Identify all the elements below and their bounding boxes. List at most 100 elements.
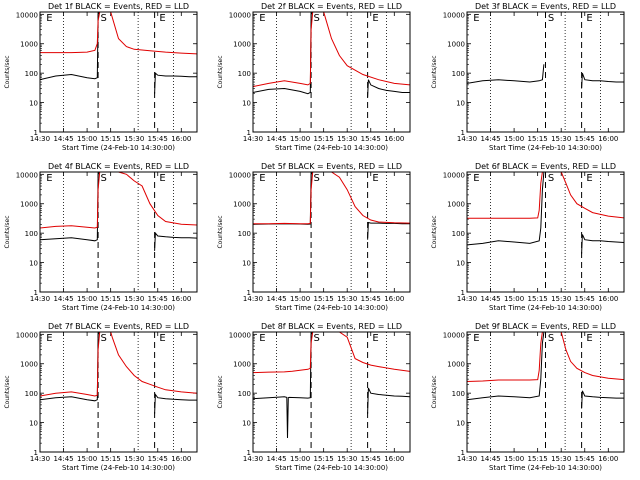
events-series-line [467,172,624,254]
y-tick-label: 1 [34,289,38,297]
lld-series-line [253,172,410,225]
interval-marker-e: E [372,333,378,344]
interval-marker-e: E [586,13,592,24]
plot-frame [252,171,411,293]
chart-title: Det 9f BLACK = Events, RED = LLD [475,322,616,331]
y-tick-label: 10 [456,260,465,268]
y-tick-label: 1 [247,289,251,297]
chart-panel-1: Det 1f BLACK = Events, RED = LLD 1 10 100 10… [4,2,198,152]
lld-series-line [40,332,197,397]
y-tick-label: 10 [29,420,38,428]
y-tick-label: 10000 [443,331,465,339]
x-tick-label: 15:15 [528,295,548,303]
y-tick-label: 10000 [229,331,251,339]
x-tick-label: 16:00 [598,455,618,463]
x-tick-label: 15:45 [575,135,595,143]
x-tick-label: 15:30 [551,295,571,303]
y-axis-label: Counts/sec [431,375,438,408]
x-tick-label: 15:15 [314,295,334,303]
x-axis-label: Start Time (24-Feb-10 14:30:00) [62,144,175,152]
x-tick-label: 15:45 [148,455,168,463]
interval-marker-s: S [313,333,319,344]
y-tick-label: 1000 [447,41,465,49]
interval-marker-s: S [548,13,554,24]
interval-marker-e: E [473,173,479,184]
y-tick-label: 100 [238,70,251,78]
y-axis-label: Counts/sec [217,375,224,408]
events-series-line [467,64,624,89]
y-axis-label: Counts/sec [4,55,11,88]
x-tick-label: 14:30 [30,455,50,463]
x-tick-label: 15:15 [528,135,548,143]
x-tick-label: 15:00 [504,295,524,303]
y-axis-label: Counts/sec [4,215,11,248]
x-tick-label: 16:00 [171,135,191,143]
interval-marker-e: E [473,13,479,24]
y-tick-label: 100 [238,390,251,398]
x-axis-label: Start Time (24-Feb-10 14:30:00) [275,464,388,472]
chart-title: Det 3f BLACK = Events, RED = LLD [475,2,616,11]
y-tick-label: 10000 [16,171,38,179]
y-tick-label: 10 [456,420,465,428]
x-tick-label: 15:15 [101,295,121,303]
x-tick-label: 15:00 [290,295,310,303]
x-tick-label: 14:45 [266,295,286,303]
x-tick-label: 14:30 [243,455,263,463]
y-tick-label: 1000 [20,201,38,209]
x-tick-label: 15:45 [361,295,381,303]
events-series-line [40,12,197,94]
y-tick-label: 10 [29,100,38,108]
chart-title: Det 6f BLACK = Events, RED = LLD [475,162,616,171]
chart-title: Det 5f BLACK = Events, RED = LLD [261,162,402,171]
interval-marker-e: E [259,333,265,344]
events-series-line [467,332,624,409]
interval-marker-e: E [372,173,378,184]
plot-frame [39,11,198,133]
x-tick-label: 16:00 [384,295,404,303]
y-tick-label: 1000 [447,361,465,369]
interval-marker-e: E [372,13,378,24]
x-axis-label: Start Time (24-Feb-10 14:30:00) [62,304,175,312]
y-tick-label: 10 [242,100,251,108]
plot-frame [252,331,411,453]
y-tick-label: 1 [461,129,465,137]
chart-title: Det 1f BLACK = Events, RED = LLD [48,2,189,11]
interval-marker-e: E [586,333,592,344]
y-tick-label: 100 [25,70,38,78]
x-tick-label: 14:45 [480,295,500,303]
x-tick-label: 14:30 [30,135,50,143]
y-tick-label: 1 [247,449,251,457]
plot-frame [466,331,625,453]
y-tick-label: 10000 [443,11,465,19]
lld-series-line [253,332,410,374]
chart-panel-9: Det 9f BLACK = Events, RED = LLD 1 10 100 10… [431,322,625,472]
x-tick-label: 14:45 [266,135,286,143]
x-tick-label: 14:30 [30,295,50,303]
interval-marker-s: S [100,13,106,24]
x-axis-label: Start Time (24-Feb-10 14:30:00) [275,144,388,152]
interval-marker-e: E [46,13,52,24]
interval-marker-s: S [100,173,106,184]
y-axis-label: Counts/sec [431,215,438,248]
y-tick-label: 100 [452,230,465,238]
x-axis-label: Start Time (24-Feb-10 14:30:00) [489,144,602,152]
x-tick-label: 14:30 [243,295,263,303]
interval-marker-e: E [159,333,165,344]
events-series-line [253,12,410,98]
x-tick-label: 16:00 [171,295,191,303]
chart-title: Det 2f BLACK = Events, RED = LLD [261,2,402,11]
x-tick-label: 16:00 [598,295,618,303]
x-tick-label: 15:30 [551,455,571,463]
x-tick-label: 15:45 [361,135,381,143]
y-tick-label: 1 [247,129,251,137]
interval-marker-e: E [259,13,265,24]
y-axis-label: Counts/sec [4,375,11,408]
x-tick-label: 14:45 [53,295,73,303]
chart-panel-4: Det 4f BLACK = Events, RED = LLD 1 10 100 10… [4,162,198,312]
x-tick-label: 15:30 [551,135,571,143]
x-tick-label: 16:00 [384,135,404,143]
x-tick-label: 15:00 [290,455,310,463]
chart-title: Det 7f BLACK = Events, RED = LLD [48,322,189,331]
x-tick-label: 15:15 [101,455,121,463]
